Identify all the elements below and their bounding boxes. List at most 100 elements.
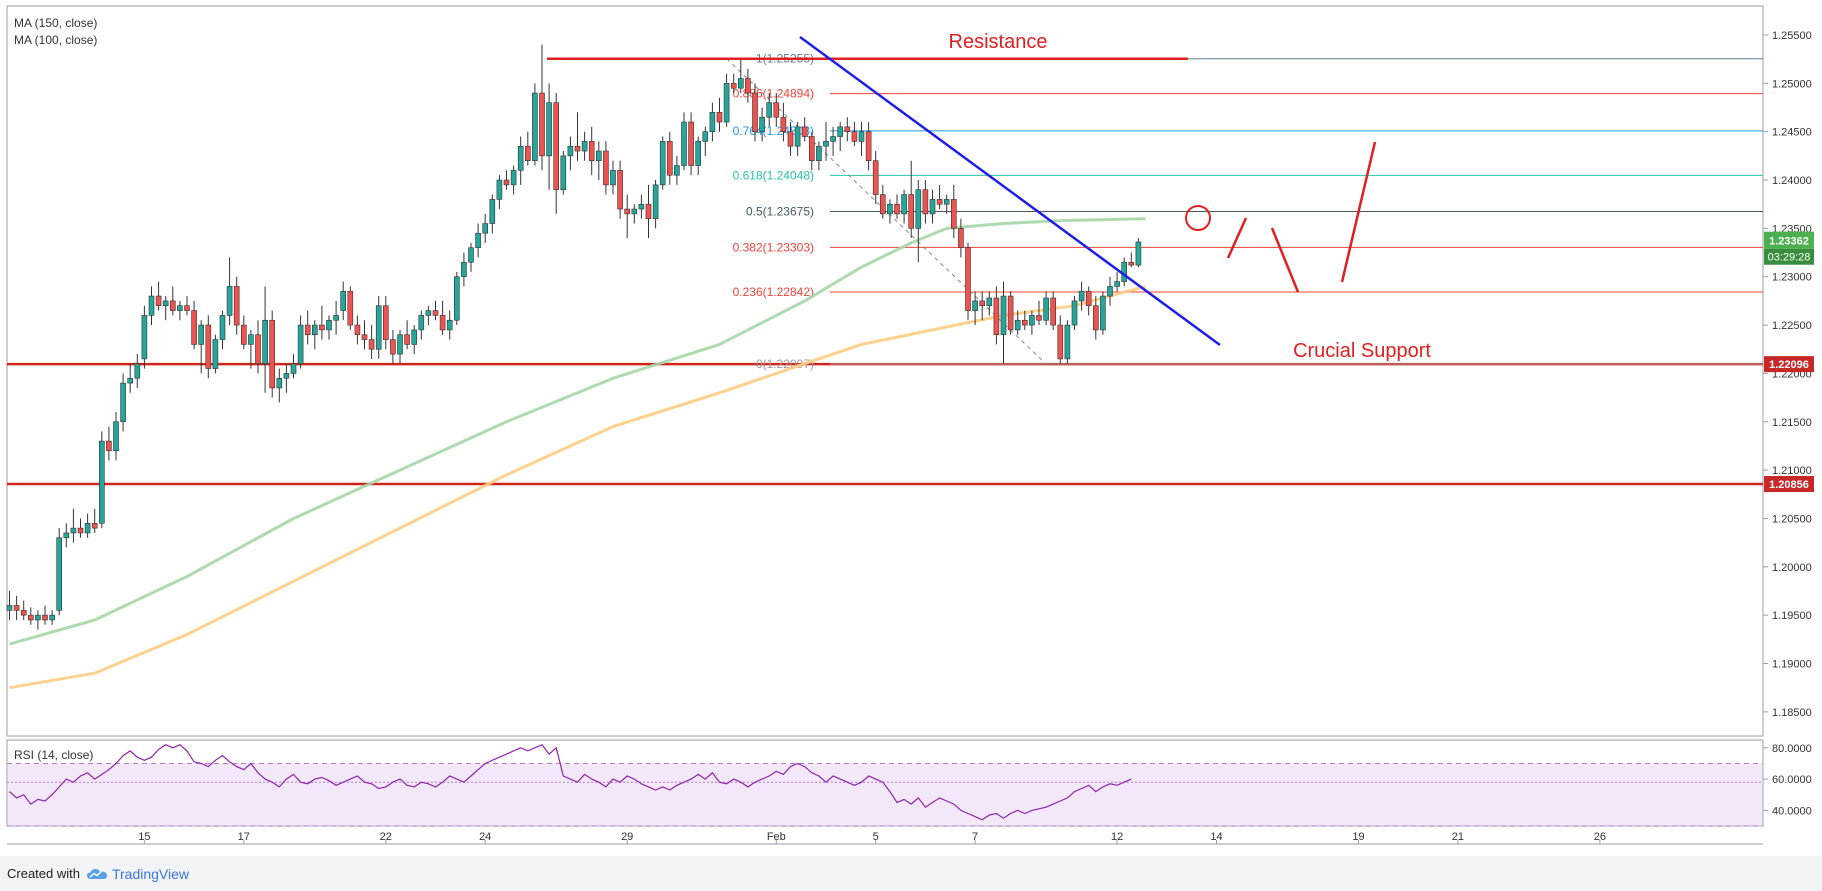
candle <box>546 83 552 190</box>
candle-body <box>1043 297 1049 321</box>
candle-body <box>198 324 204 345</box>
y-tick-label: 1.22500 <box>1772 320 1812 332</box>
candle <box>13 595 20 620</box>
candle <box>851 122 858 147</box>
candle-body <box>184 305 190 311</box>
candle-body <box>1021 319 1028 326</box>
candle <box>808 131 815 171</box>
candle <box>1036 300 1042 326</box>
candle <box>1064 320 1071 364</box>
candle-body <box>659 141 666 186</box>
y-tick-label: 1.21500 <box>1772 417 1812 429</box>
candle <box>333 300 339 335</box>
candle-body <box>1135 241 1142 266</box>
candle <box>894 194 900 219</box>
candle-body <box>170 300 176 311</box>
candle-body <box>1064 324 1071 360</box>
candle <box>269 310 276 398</box>
candle <box>872 151 879 205</box>
candle <box>319 305 325 340</box>
x-tick-label: 12 <box>1111 831 1123 843</box>
candle <box>425 305 432 326</box>
candle <box>233 276 240 335</box>
candle <box>162 296 169 321</box>
candle <box>936 184 943 210</box>
ma150-line <box>9 217 1146 646</box>
candle <box>361 320 368 350</box>
candle-body <box>84 522 91 534</box>
candle <box>816 141 822 171</box>
candle-body <box>794 126 801 147</box>
candle <box>311 320 318 350</box>
candle-body <box>645 203 652 220</box>
candle <box>1135 238 1142 268</box>
candle-body <box>212 339 219 369</box>
candle-body <box>801 126 808 137</box>
x-tick-label: 24 <box>479 831 491 843</box>
candle <box>482 213 489 243</box>
candle-body <box>347 290 354 326</box>
tradingview-cloud-icon <box>86 868 107 879</box>
candle <box>340 281 347 321</box>
candle <box>255 320 261 374</box>
candle-body <box>326 319 332 331</box>
candle <box>1128 252 1135 268</box>
x-axis: 15 17 22 24 29 Feb 5 7 12 14 19 21 26 <box>138 831 1606 844</box>
tradingview-link[interactable]: TradingView <box>111 865 190 882</box>
candle-body <box>567 145 574 157</box>
candle <box>1014 310 1021 335</box>
candle <box>752 83 758 142</box>
candle <box>461 252 467 287</box>
candle <box>439 300 446 335</box>
candle-body <box>155 295 162 307</box>
candle <box>446 310 453 340</box>
candle-body <box>77 527 84 534</box>
candle-body <box>340 290 347 311</box>
candle-body <box>404 334 410 345</box>
candle <box>1078 281 1085 311</box>
candle <box>120 373 126 432</box>
candle-body <box>191 310 197 345</box>
candle-body <box>42 614 48 621</box>
candle-body <box>581 141 588 152</box>
rsi-tick-label: 40.0000 <box>1772 805 1812 817</box>
candle-body <box>1085 290 1092 307</box>
candle-body <box>993 297 1000 336</box>
x-tick-label: 17 <box>238 831 250 843</box>
candle <box>475 223 481 258</box>
candle-body <box>688 121 694 166</box>
candle <box>6 590 13 620</box>
candle <box>191 300 197 350</box>
candle <box>823 122 829 161</box>
candle-body <box>354 324 361 336</box>
candle <box>1093 296 1099 340</box>
candle <box>759 107 765 142</box>
candle-body <box>1029 315 1035 326</box>
candle-body <box>610 170 616 186</box>
candle <box>837 122 844 152</box>
candle-body <box>382 305 389 340</box>
candle-body <box>333 315 339 321</box>
candle-body <box>901 194 907 215</box>
candle <box>624 194 631 239</box>
candle <box>972 291 978 326</box>
candle <box>283 363 290 393</box>
candle-body <box>283 373 290 379</box>
rsi-tick-label: 80.0000 <box>1772 743 1812 755</box>
bearish-trend-line <box>799 35 1221 347</box>
candle <box>787 122 794 156</box>
candle-body <box>1014 319 1021 331</box>
y-tick-label: 1.21000 <box>1772 465 1812 477</box>
candle-body <box>929 199 936 215</box>
candle-body <box>879 194 886 215</box>
candle-body <box>638 203 645 210</box>
candle <box>77 518 84 538</box>
target-circle <box>1185 205 1211 231</box>
candle <box>432 300 439 321</box>
candle-body <box>737 78 744 89</box>
candle-body <box>524 145 531 162</box>
x-tick-label: 5 <box>873 831 879 843</box>
rsi-legend-label: RSI (14, close) <box>14 748 93 762</box>
candle-body <box>503 179 510 186</box>
candle <box>134 354 141 388</box>
